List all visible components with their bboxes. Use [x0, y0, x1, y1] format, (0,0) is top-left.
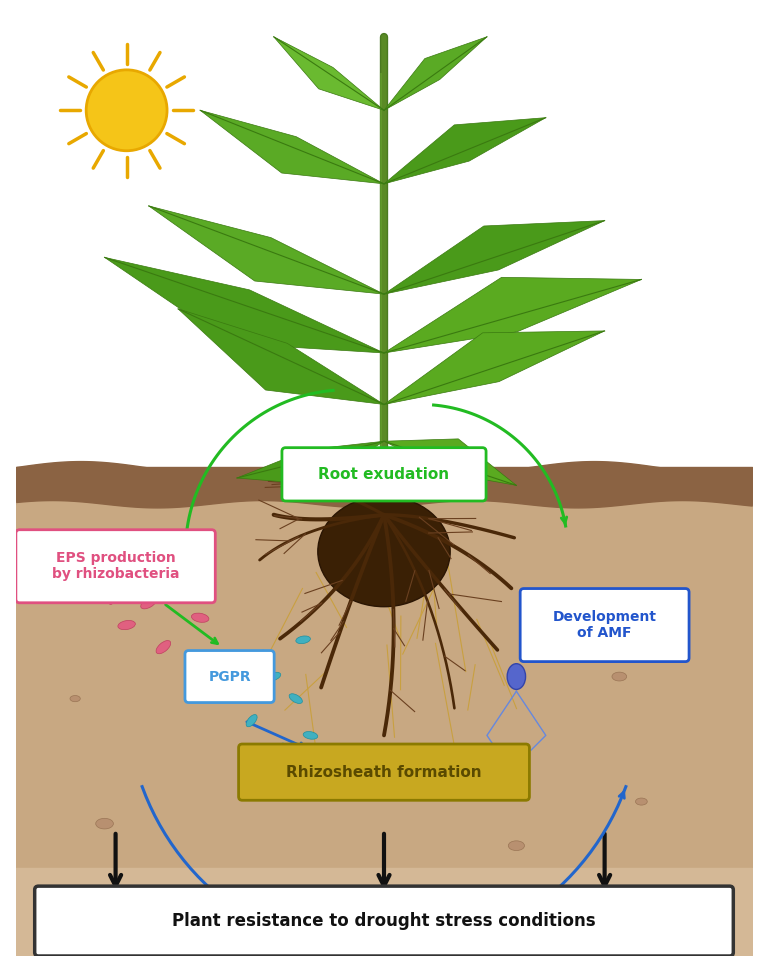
Ellipse shape [156, 641, 170, 654]
Ellipse shape [141, 598, 157, 609]
Polygon shape [384, 118, 546, 184]
Polygon shape [384, 36, 487, 110]
Text: Root exudation: Root exudation [319, 467, 449, 482]
Ellipse shape [170, 583, 187, 594]
Ellipse shape [128, 566, 140, 581]
Polygon shape [104, 257, 384, 353]
FancyBboxPatch shape [282, 447, 486, 501]
Polygon shape [384, 331, 604, 404]
Text: Plant resistance to drought stress conditions: Plant resistance to drought stress condi… [172, 912, 596, 930]
Text: EPS production
by rhizobacteria: EPS production by rhizobacteria [51, 552, 180, 581]
Ellipse shape [507, 663, 525, 689]
Polygon shape [384, 221, 604, 294]
Ellipse shape [118, 620, 135, 630]
Ellipse shape [296, 636, 310, 643]
FancyBboxPatch shape [520, 589, 689, 662]
Ellipse shape [289, 694, 303, 704]
Polygon shape [149, 206, 384, 294]
Text: Development
of AMF: Development of AMF [553, 610, 657, 641]
Ellipse shape [303, 731, 318, 739]
Ellipse shape [70, 696, 81, 702]
Ellipse shape [108, 587, 117, 604]
Polygon shape [384, 439, 516, 486]
FancyBboxPatch shape [185, 650, 274, 703]
Circle shape [86, 70, 167, 151]
Ellipse shape [635, 798, 647, 805]
FancyBboxPatch shape [16, 530, 215, 603]
Polygon shape [178, 309, 384, 404]
Ellipse shape [318, 496, 450, 607]
Ellipse shape [194, 886, 207, 894]
Text: PGPR: PGPR [208, 669, 251, 684]
Ellipse shape [508, 841, 525, 851]
Ellipse shape [246, 714, 257, 727]
Polygon shape [273, 36, 384, 110]
Polygon shape [237, 442, 384, 485]
Ellipse shape [276, 743, 286, 757]
FancyBboxPatch shape [35, 886, 733, 956]
FancyBboxPatch shape [239, 744, 529, 800]
Ellipse shape [260, 650, 273, 659]
Text: Rhizosheath formation: Rhizosheath formation [286, 765, 482, 780]
Ellipse shape [612, 672, 627, 681]
Polygon shape [200, 110, 384, 184]
Ellipse shape [96, 818, 114, 829]
Ellipse shape [266, 672, 281, 681]
Polygon shape [384, 277, 641, 353]
Ellipse shape [231, 685, 243, 697]
FancyBboxPatch shape [16, 0, 752, 530]
Ellipse shape [191, 613, 209, 622]
